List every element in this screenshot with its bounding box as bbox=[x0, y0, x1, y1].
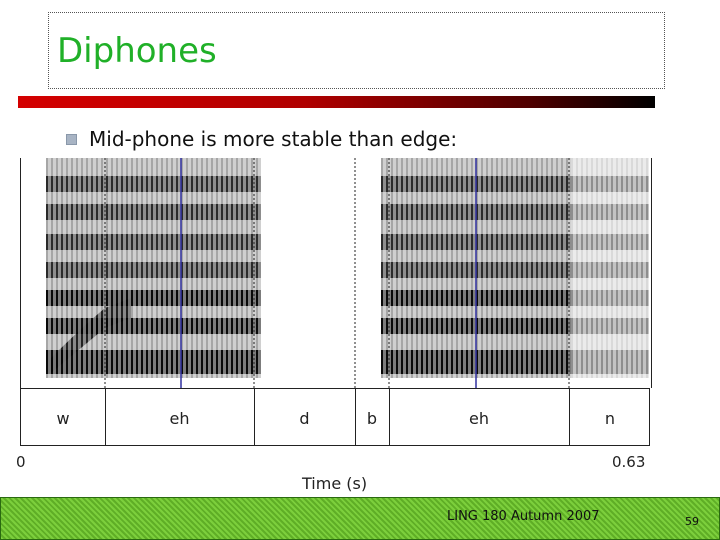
formant-band bbox=[46, 262, 261, 278]
time-axis-start: 0 bbox=[16, 453, 26, 471]
tier-boundary bbox=[389, 389, 390, 445]
formant-band bbox=[46, 234, 261, 250]
phone-label: eh bbox=[169, 409, 190, 428]
bullet-text: Mid-phone is more stable than edge: bbox=[89, 127, 458, 151]
time-axis-end: 0.63 bbox=[612, 453, 646, 471]
tier-boundary bbox=[254, 389, 255, 445]
formant-band bbox=[571, 262, 649, 278]
phone-label: d bbox=[299, 409, 310, 428]
tier-boundary bbox=[569, 389, 570, 445]
tier-boundary bbox=[355, 389, 356, 445]
formant-band bbox=[571, 350, 649, 374]
formant-band bbox=[571, 176, 649, 192]
formant-band bbox=[46, 290, 261, 306]
tier-boundary bbox=[105, 389, 106, 445]
footer-course: LING 180 Autumn 2007 bbox=[447, 509, 600, 524]
voicing-region bbox=[571, 158, 649, 378]
title-box: Diphones bbox=[48, 12, 665, 89]
phone-label: eh bbox=[469, 409, 489, 428]
page-number: 59 bbox=[685, 515, 699, 528]
phone-segmentation-tier: w eh d b eh n bbox=[20, 388, 650, 446]
formant-band bbox=[571, 234, 649, 250]
formant-band bbox=[46, 204, 261, 220]
formant-band bbox=[571, 290, 649, 306]
title-rule bbox=[18, 96, 655, 108]
formant-band bbox=[571, 318, 649, 334]
spectrogram-image bbox=[46, 158, 649, 388]
slide-title: Diphones bbox=[57, 31, 217, 71]
spectrogram bbox=[20, 158, 652, 388]
glide-formant bbox=[51, 298, 131, 373]
time-axis-label: Time (s) bbox=[302, 474, 368, 493]
phone-label: w bbox=[56, 409, 70, 428]
square-bullet-icon bbox=[66, 133, 77, 145]
phone-label: b bbox=[366, 409, 378, 428]
formant-band bbox=[46, 350, 261, 374]
footer-bar: LING 180 Autumn 2007 59 bbox=[0, 497, 720, 540]
phone-label: n bbox=[604, 409, 616, 428]
formant-band bbox=[571, 204, 649, 220]
formant-band bbox=[46, 176, 261, 192]
bullet-item: Mid-phone is more stable than edge: bbox=[66, 127, 457, 151]
